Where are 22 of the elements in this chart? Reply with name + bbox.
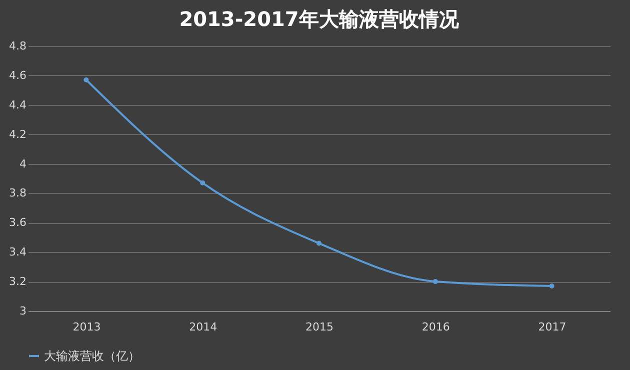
x-tick-label: 2017 <box>538 320 566 334</box>
x-tick-label: 2015 <box>306 320 334 334</box>
y-tick-label: 3.2 <box>9 275 26 288</box>
y-tick-label: 4 <box>20 157 26 170</box>
legend-label: 大输液营收（亿） <box>44 349 140 363</box>
y-tick-label: 3.6 <box>9 216 26 230</box>
point <box>316 240 322 246</box>
x-tick-label: 2016 <box>422 320 450 334</box>
x-tick-label: 2014 <box>189 320 218 334</box>
point <box>200 180 206 186</box>
y-tick-label: 4.6 <box>9 68 26 82</box>
x-tick-label: 2013 <box>72 320 101 334</box>
point <box>84 77 89 82</box>
y-tick-label: 3.8 <box>9 186 26 200</box>
y-tick-label: 4.4 <box>9 98 26 112</box>
y-tick-label: 3.4 <box>9 246 26 259</box>
point <box>549 283 554 288</box>
chart-title: 2013-2017年大输液营收情况 <box>179 7 460 31</box>
point <box>432 279 438 284</box>
y-tick-label: 4.2 <box>9 128 26 141</box>
y-tick-label: 3 <box>20 304 26 318</box>
y-tick-label: 4.8 <box>9 40 26 52</box>
